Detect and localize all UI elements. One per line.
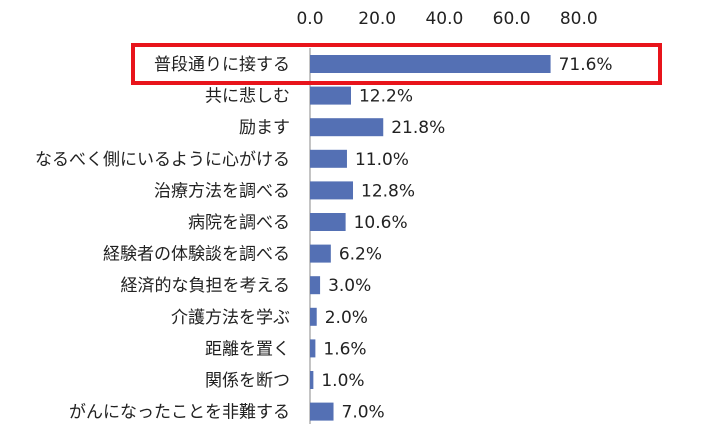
bar bbox=[310, 55, 551, 73]
category-label: がんになったことを非難する bbox=[69, 403, 290, 423]
x-tick-label: 80.0 bbox=[560, 9, 598, 29]
bar bbox=[310, 339, 316, 358]
bar bbox=[310, 118, 384, 137]
value-label: 11.0% bbox=[355, 150, 409, 170]
bar bbox=[310, 213, 346, 231]
value-label: 12.8% bbox=[361, 181, 415, 201]
category-label: 治療方法を調べる bbox=[154, 181, 290, 201]
category-label: なるべく側にいるように心がける bbox=[35, 150, 290, 170]
value-label: 71.6% bbox=[559, 55, 613, 75]
value-label: 7.0% bbox=[342, 403, 385, 423]
category-label: 病院を調べる bbox=[188, 213, 290, 233]
category-label: 普段通りに接する bbox=[154, 55, 290, 75]
value-label: 1.0% bbox=[321, 371, 364, 391]
category-label: 共に悲しむ bbox=[205, 87, 290, 107]
bar bbox=[310, 307, 317, 326]
value-label: 1.6% bbox=[323, 339, 366, 359]
value-label: 2.0% bbox=[325, 308, 368, 328]
x-tick-label: 20.0 bbox=[358, 9, 396, 29]
value-label: 21.8% bbox=[391, 118, 445, 138]
category-label: 関係を断つ bbox=[205, 371, 290, 391]
highlight-box bbox=[131, 43, 662, 85]
x-tick-label: 40.0 bbox=[425, 9, 463, 29]
value-label: 6.2% bbox=[339, 245, 382, 265]
value-label: 12.2% bbox=[359, 87, 413, 107]
value-labels: 71.6% 12.2% 21.8% 11.0% 12.8% 10.6% 6.2% 3.0% 2.… bbox=[321, 55, 612, 423]
x-axis-ticks: 0.0 20.0 40.0 60.0 80.0 bbox=[296, 9, 597, 29]
bar bbox=[310, 276, 321, 295]
category-labels: 普段通りに接する共に悲しむ励ますなるべく側にいるように心がける治療方法を調べる病… bbox=[35, 55, 290, 423]
value-label: 10.6% bbox=[354, 213, 408, 233]
bars bbox=[310, 55, 551, 421]
bar bbox=[310, 402, 334, 421]
bar bbox=[310, 181, 354, 200]
bar bbox=[310, 149, 347, 168]
category-label: 励ます bbox=[239, 118, 290, 138]
category-label: 介護方法を学ぶ bbox=[171, 308, 290, 328]
category-label: 経済的な負担を考える bbox=[121, 276, 291, 296]
x-tick-label: 60.0 bbox=[493, 9, 531, 29]
bar bbox=[310, 86, 351, 105]
bar bbox=[310, 371, 314, 389]
bar bbox=[310, 244, 331, 263]
category-label: 距離を置く bbox=[205, 339, 290, 359]
category-label: 経験者の体験談を調べる bbox=[103, 245, 290, 265]
value-label: 3.0% bbox=[328, 276, 371, 296]
x-tick-label: 0.0 bbox=[296, 9, 323, 29]
